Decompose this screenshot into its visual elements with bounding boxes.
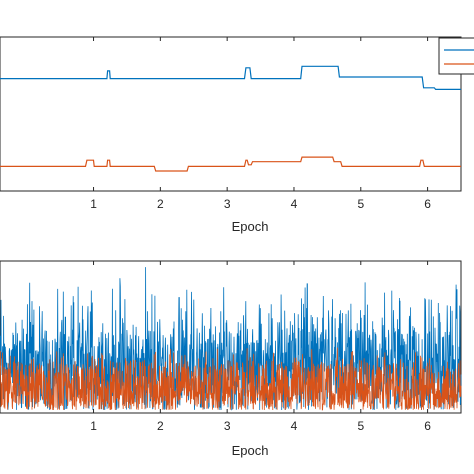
bottom-chart: 1 2 3 4 5 6 Epoch (0, 260, 462, 458)
bottom-x-tick-label: 1 (90, 419, 97, 433)
top-x-tick-label: 4 (291, 197, 298, 211)
top-chart: 1 2 3 4 5 6 Epoch (0, 36, 474, 234)
bottom-series-group (0, 267, 462, 411)
bottom-series-2-line (0, 347, 462, 411)
bottom-x-axis-label: Epoch (232, 443, 269, 458)
top-x-tick-label: 1 (90, 197, 97, 211)
top-x-tick-label: 6 (424, 197, 431, 211)
top-plot-area (0, 36, 462, 192)
top-x-tick-label: 2 (157, 197, 164, 211)
bottom-x-tick-label: 5 (357, 419, 364, 433)
top-series-group (0, 65, 461, 172)
bottom-x-tick-label: 6 (424, 419, 431, 433)
top-series-2-line (0, 156, 461, 172)
bottom-x-tick-label: 4 (291, 419, 298, 433)
top-x-axis-label: Epoch (232, 219, 269, 234)
top-legend (438, 37, 474, 75)
top-series-1-line (0, 65, 461, 90)
top-x-tick-label: 3 (224, 197, 231, 211)
bottom-tick-group: 1 2 3 4 5 6 (90, 261, 431, 433)
bottom-x-tick-label: 2 (157, 419, 164, 433)
top-tick-group: 1 2 3 4 5 6 (90, 37, 431, 211)
legend-box (438, 37, 474, 75)
top-x-tick-label: 5 (357, 197, 364, 211)
bottom-x-tick-label: 3 (224, 419, 231, 433)
